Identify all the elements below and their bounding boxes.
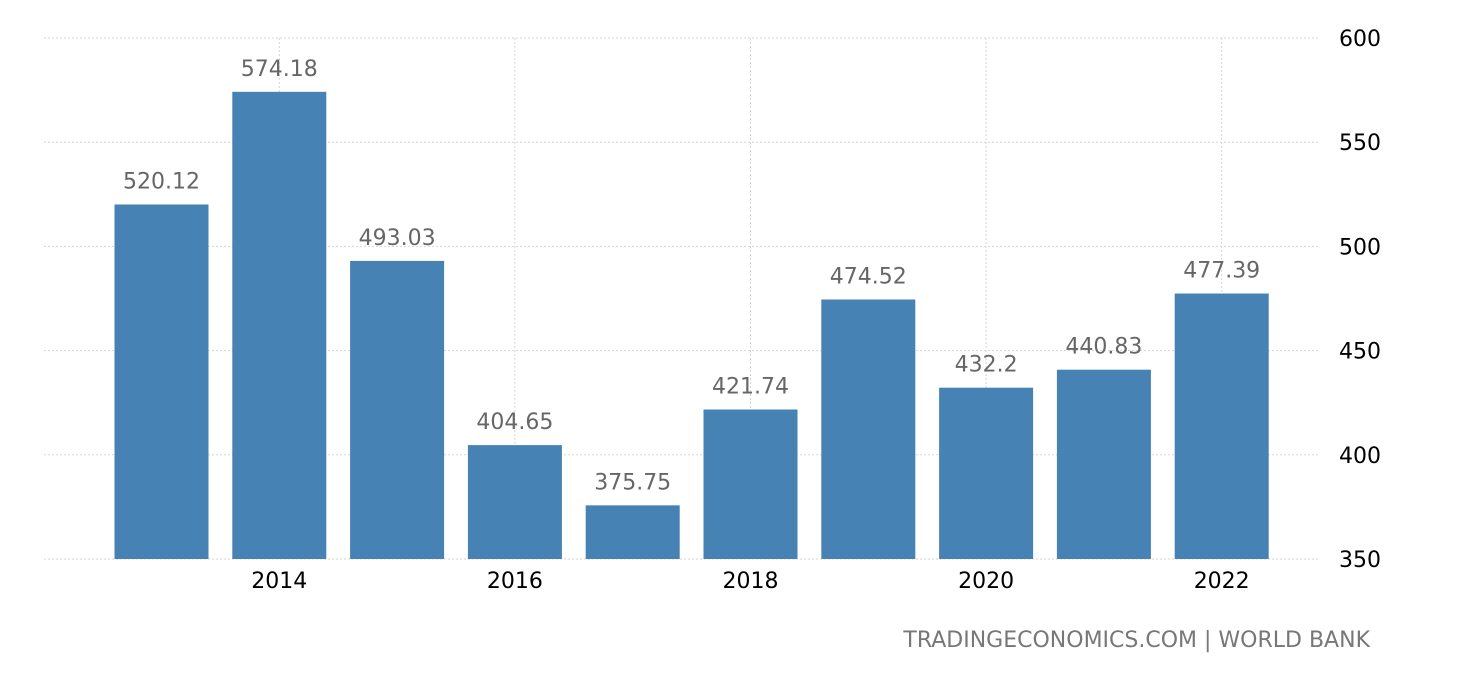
data-label: 440.83 (1065, 335, 1142, 360)
y-tick-label: 500 (1339, 235, 1381, 260)
bar (703, 409, 798, 559)
data-label: 421.74 (712, 374, 789, 399)
bar (467, 445, 562, 559)
x-tick-label: 2018 (723, 569, 779, 594)
data-label: 477.39 (1183, 259, 1260, 284)
y-tick-label: 450 (1339, 340, 1381, 365)
bar (350, 260, 445, 559)
x-tick-label: 2014 (251, 569, 307, 594)
y-axis: 350 400 450 500 550 600 (1339, 27, 1381, 573)
bar (1174, 293, 1269, 559)
x-tick-label: 2022 (1194, 569, 1250, 594)
data-label: 520.12 (123, 169, 200, 194)
data-label: 432.2 (955, 353, 1018, 378)
x-axis: 2014 2016 2018 2020 2022 (251, 569, 1249, 594)
bars (114, 91, 1269, 560)
y-tick-label: 600 (1339, 27, 1381, 52)
y-tick-label: 550 (1339, 131, 1381, 156)
x-tick-label: 2020 (958, 569, 1014, 594)
x-tick-label: 2016 (487, 569, 543, 594)
data-label: 404.65 (476, 410, 553, 435)
data-labels: 520.12 574.18 493.03 404.65 375.75 421.74 474.… (123, 57, 1260, 496)
data-label: 474.52 (830, 265, 907, 290)
bar (114, 204, 209, 560)
y-tick-label: 400 (1339, 444, 1381, 469)
bar (232, 91, 327, 559)
bar (939, 387, 1034, 559)
data-label: 493.03 (359, 226, 436, 251)
y-tick-label: 350 (1339, 548, 1381, 573)
data-label: 375.75 (594, 470, 671, 495)
source-credit: TRADINGECONOMICS.COM | WORLD BANK (903, 628, 1370, 653)
bar (821, 299, 916, 559)
bar (1056, 369, 1151, 559)
bar (585, 505, 680, 559)
data-label: 574.18 (241, 57, 318, 82)
